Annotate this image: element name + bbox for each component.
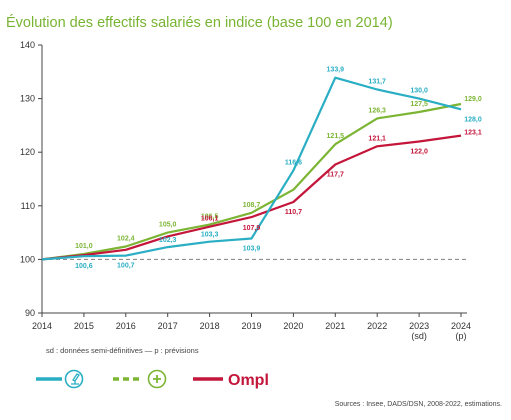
data-label: 121,5: [327, 133, 345, 140]
x-tick-label: 2016: [116, 321, 136, 331]
data-label: 123,1: [464, 130, 482, 137]
data-label: 126,3: [368, 107, 386, 114]
data-label: 130,0: [410, 88, 428, 95]
legend: Ompl: [36, 369, 269, 389]
series-lines: [41, 76, 462, 261]
data-label: 100,7: [117, 263, 135, 270]
data-label: 129,0: [464, 96, 482, 103]
x-tick-label: 2014: [32, 321, 52, 331]
data-label: 131,7: [368, 79, 386, 86]
data-labels: 100,6 100,7 102,3 103,3 103,9 116,6 133,9 131,7…: [75, 67, 482, 271]
data-label: 108,7: [243, 202, 261, 209]
y-tick-label: 100: [20, 254, 35, 264]
ompl-logo: Ompl: [228, 372, 269, 389]
footnote: sd : données semi-définitives — p : prév…: [46, 346, 199, 355]
data-label: 121,1: [368, 135, 386, 142]
chart-axes: 90 100 110 120 130 140 2014 2015 2016 2017 2018 201…: [20, 40, 471, 341]
x-tick-label: 2017: [158, 321, 178, 331]
x-tick-label: 2018: [200, 321, 220, 331]
x-tick-label: 2022: [367, 321, 387, 331]
series-line-1: [41, 102, 462, 261]
series-line-2: [41, 134, 462, 261]
data-label: 103,9: [243, 246, 261, 253]
data-label: 128,0: [464, 116, 482, 123]
y-tick-label: 90: [25, 308, 35, 318]
data-label: 103,3: [201, 232, 219, 239]
data-label: 117,7: [327, 172, 344, 179]
data-label: 122,0: [410, 149, 428, 156]
data-label: 102,4: [117, 236, 135, 243]
data-label: 116,6: [285, 159, 302, 166]
y-tick-label: 110: [21, 201, 35, 211]
x-tick-label: 2024: [451, 321, 471, 331]
x-tick-label: 2023: [409, 321, 429, 331]
microscope-circle-icon: [64, 369, 84, 389]
data-label: 102,3: [159, 237, 177, 244]
data-label: 105,0: [159, 222, 177, 229]
plus-circle-icon: [147, 369, 167, 389]
y-tick-label: 130: [20, 94, 35, 104]
x-tick-sublabel: (sd): [411, 331, 427, 341]
y-tick-label: 140: [20, 40, 35, 50]
data-label: 107,9: [243, 225, 261, 232]
x-tick-label: 2019: [241, 321, 261, 331]
data-label: 127,5: [410, 101, 428, 108]
microscope-glyph-icon: [71, 373, 80, 385]
data-label: 133,9: [327, 67, 345, 74]
data-label: 106,5: [201, 214, 219, 221]
plus-glyph-icon: [153, 375, 161, 383]
data-label: 106,1: [201, 216, 219, 223]
x-tick-label: 2015: [74, 321, 94, 331]
data-label: 101,0: [75, 243, 93, 250]
chart-title: Évolution des effectifs salariés en indi…: [6, 14, 393, 31]
data-label: 110,7: [285, 209, 302, 216]
source-note: Sources : Insee, DADS/DSN, 2008-2022, es…: [335, 401, 502, 408]
y-tick-label: 120: [20, 147, 35, 157]
series-line-0: [41, 76, 462, 261]
x-tick-label: 2021: [325, 321, 345, 331]
x-tick-label: 2020: [283, 321, 303, 331]
x-tick-sublabel: (p): [456, 331, 467, 341]
data-label: 100,6: [75, 263, 93, 270]
